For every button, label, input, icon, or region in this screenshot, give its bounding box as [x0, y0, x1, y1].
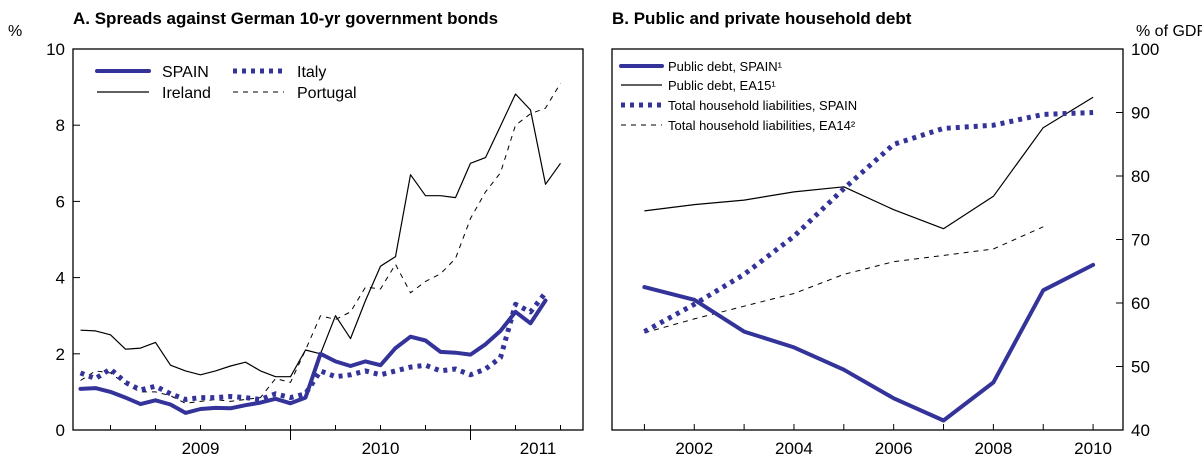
series-line-public-debt-spain	[642, 262, 1096, 423]
series-line-spain	[78, 298, 548, 415]
series-line-italy	[79, 291, 548, 402]
panel-b-series	[642, 96, 1096, 423]
panel-a-x-axis: 2009 2010 2011	[110, 425, 561, 458]
y-tick-label: 2	[56, 345, 65, 364]
x-tick-label: 2010	[1074, 439, 1112, 458]
panel-b-title: B. Public and private household debt	[612, 9, 912, 28]
y-tick-label: 10	[46, 40, 65, 59]
panel-b: B. Public and private household debt % o…	[611, 9, 1202, 458]
legend-label-public-debt-spain: Public debt, SPAIN¹	[668, 59, 783, 74]
legend-label-household-ea14: Total household liabilities, EA14²	[668, 118, 856, 133]
panel-b-x-axis: 2002 2004 2006 2008 2010	[643, 424, 1112, 458]
legend-label-portugal: Portugal	[297, 85, 357, 102]
y-tick-label: 8	[56, 116, 65, 135]
y-tick-label: 80	[1131, 167, 1150, 186]
y-tick-label: 40	[1131, 421, 1150, 440]
y-tick-label: 90	[1131, 104, 1150, 123]
y-tick-label: 100	[1131, 40, 1159, 59]
y-tick-label: 50	[1131, 358, 1150, 377]
legend-label-ireland: Ireland	[162, 85, 211, 102]
y-tick-label: 6	[56, 192, 65, 211]
panel-b-y-axis: 40 50 60 70 80 90 100	[1116, 40, 1159, 440]
panel-a-plot-frame	[72, 48, 584, 431]
x-tick-label: 2002	[675, 439, 713, 458]
x-tick-label: 2006	[875, 439, 913, 458]
series-line-portugal	[80, 83, 561, 404]
y-tick-label: 60	[1131, 294, 1150, 313]
panel-b-legend: Public debt, SPAIN¹ Public debt, EA15¹ T…	[619, 59, 857, 133]
series-line-total-household-liabilities-ea14	[644, 226, 1044, 334]
y-tick-label: 0	[56, 421, 65, 440]
series-line-total-household-liabilities-spain	[643, 110, 1094, 334]
panel-a-legend: SPAIN Italy Ireland Portugal	[95, 64, 357, 102]
x-tick-label: 2004	[775, 439, 813, 458]
x-tick-label: 2008	[974, 439, 1012, 458]
legend-label-public-debt-ea15: Public debt, EA15¹	[668, 78, 776, 93]
x-tick-label: 2010	[362, 439, 400, 458]
series-line-public-debt-ea15	[644, 96, 1094, 230]
panel-b-unit-label: % of GDP	[1136, 23, 1202, 40]
panel-a: % A. Spreads against German 10-yr govern…	[8, 9, 584, 458]
x-tick-label: 2009	[182, 439, 220, 458]
legend-label-italy: Italy	[297, 64, 326, 81]
x-tick-label: 2011	[520, 439, 557, 458]
y-tick-label: 4	[56, 269, 65, 288]
panel-a-y-axis: 0 2 4 6 8 10	[46, 40, 80, 440]
series-line-ireland	[80, 93, 561, 378]
y-tick-label: 70	[1131, 231, 1150, 250]
legend-label-spain: SPAIN	[162, 64, 209, 81]
panel-a-unit-label: %	[8, 23, 22, 40]
legend-label-household-spain: Total household liabilities, SPAIN	[668, 98, 857, 113]
panel-a-title: A. Spreads against German 10-yr governme…	[73, 9, 498, 28]
panel-a-series	[78, 83, 561, 415]
